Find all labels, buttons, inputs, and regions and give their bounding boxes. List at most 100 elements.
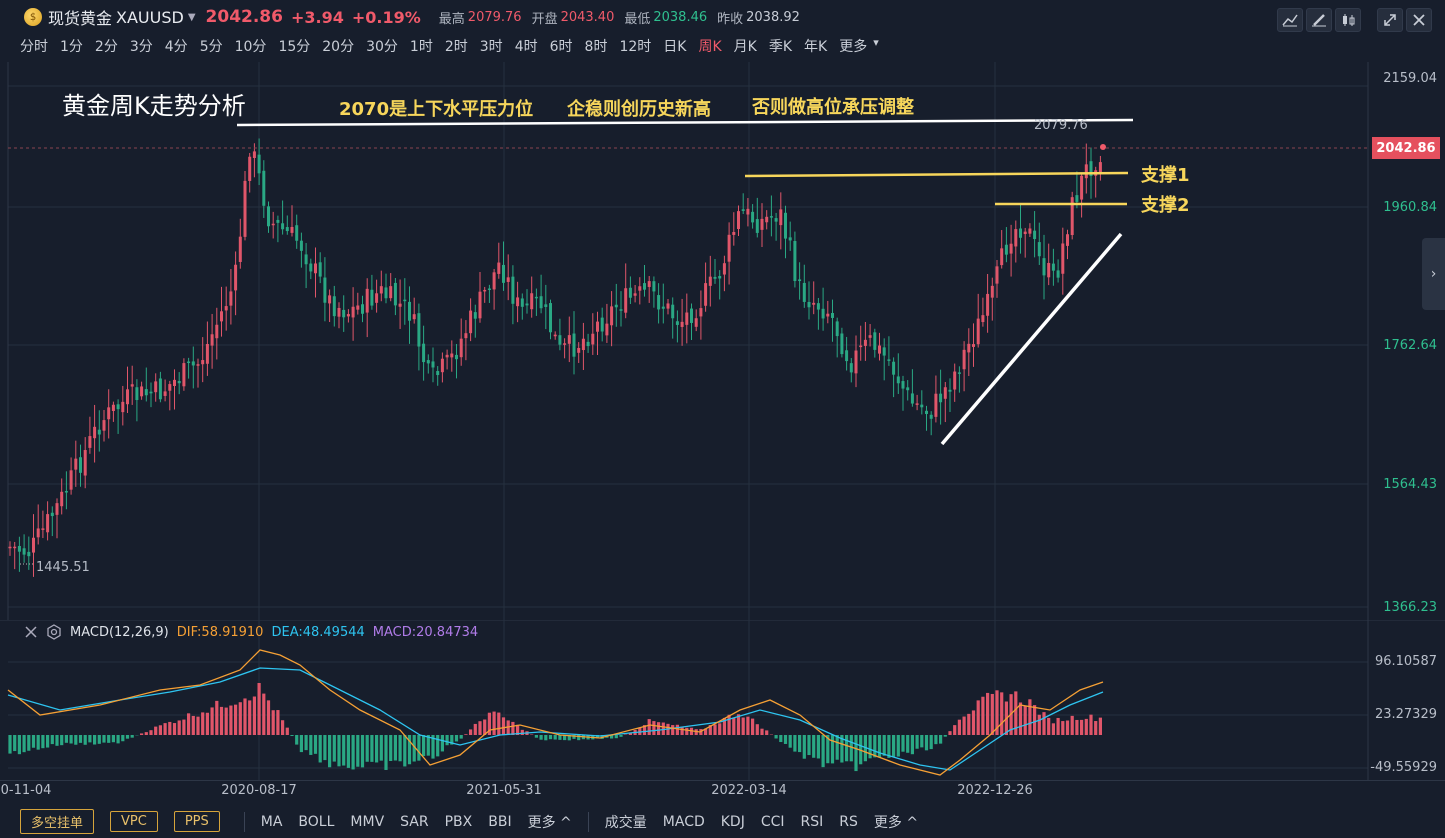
collapse-panel-handle[interactable]: › <box>1422 238 1445 310</box>
macd-bar <box>1061 721 1065 735</box>
indicator-pbx[interactable]: PBX <box>444 813 473 830</box>
settings-icon[interactable] <box>46 624 62 640</box>
annotation-note2: 企稳则创历史新高 <box>567 99 711 120</box>
macd-bar <box>445 735 449 746</box>
macd-bar <box>168 721 172 735</box>
long-short-orders-button[interactable]: 多空挂单 <box>20 809 95 834</box>
macd-bar <box>365 735 369 762</box>
indicator-bbi[interactable]: BBI <box>488 813 512 830</box>
instrument-name[interactable]: 现货黄金 <box>48 9 113 28</box>
macd-bar <box>337 735 341 767</box>
chevron-down-icon[interactable]: ▾ <box>873 36 879 49</box>
tab-period[interactable]: 月K <box>733 39 757 55</box>
candle-body <box>906 387 910 391</box>
macd-bar <box>572 735 576 739</box>
candle-body <box>1023 231 1027 235</box>
tab-period[interactable]: 10分 <box>234 39 267 55</box>
macd-bar <box>407 735 412 765</box>
candle-body <box>967 343 971 353</box>
candle-body <box>93 426 97 439</box>
indicator-ma[interactable]: MA <box>260 813 283 830</box>
macd-bar <box>732 717 736 735</box>
indicator-mmv[interactable]: MMV <box>350 813 385 830</box>
more-sub-indicators[interactable]: 更多 ^ <box>874 812 918 832</box>
pps-button[interactable]: PPS <box>173 811 220 832</box>
tab-period[interactable]: 1时 <box>409 39 433 55</box>
candle-body <box>88 436 92 448</box>
tab-period[interactable]: 2分 <box>94 39 118 55</box>
tab-period[interactable]: 2时 <box>444 39 468 55</box>
low-marker: 1445.51 <box>36 560 90 575</box>
tab-period[interactable]: 4时 <box>514 39 538 55</box>
candle-body <box>577 347 581 353</box>
indicator-macd[interactable]: MACD <box>662 813 705 830</box>
macd-bar <box>534 735 538 738</box>
vpc-button[interactable]: VPC <box>110 811 158 832</box>
macd-bar <box>309 735 313 755</box>
tab-period[interactable]: 4分 <box>164 39 188 55</box>
macd-bar <box>722 717 726 735</box>
indicator-kdj[interactable]: KDJ <box>720 813 745 830</box>
macd-bar <box>981 696 985 735</box>
close-icon[interactable] <box>1406 8 1432 32</box>
macd-bar <box>868 735 872 759</box>
tab-period[interactable]: 1分 <box>60 39 83 55</box>
macd-chart[interactable] <box>0 620 1445 780</box>
tab-period[interactable]: 6时 <box>549 39 573 55</box>
chevron-down-icon[interactable]: ▼ <box>187 11 196 23</box>
macd-bar <box>97 735 101 744</box>
tab-period[interactable]: 季K <box>768 39 793 55</box>
macd-bar <box>196 716 200 735</box>
macd-bar <box>610 735 614 739</box>
tab-period[interactable]: 30分 <box>366 39 398 55</box>
candle-body <box>854 350 858 374</box>
tab-period[interactable]: 8时 <box>584 39 608 55</box>
macd-bar <box>647 719 651 735</box>
macd-bar <box>125 735 130 739</box>
indicator-rs[interactable]: RS <box>839 813 858 830</box>
candle-body <box>309 263 313 272</box>
tab-period[interactable]: 更多 <box>839 39 868 55</box>
expand-icon[interactable] <box>1377 8 1403 32</box>
indicator-volume[interactable]: 成交量 <box>604 814 647 831</box>
candle-body <box>520 298 524 307</box>
candle-body <box>863 339 867 346</box>
tab-period[interactable]: 5分 <box>199 39 223 55</box>
tab-period[interactable]: 周K <box>698 39 722 55</box>
instrument-symbol[interactable]: XAUUSD <box>116 7 184 27</box>
candle-body <box>318 262 322 277</box>
candle-body <box>558 335 562 345</box>
tab-period[interactable]: 3分 <box>129 39 153 55</box>
tab-period[interactable]: 年K <box>804 39 828 55</box>
tab-period[interactable]: 分时 <box>20 39 48 55</box>
macd-bar <box>116 735 120 744</box>
macd-bar <box>1047 717 1051 735</box>
macd-bar <box>450 735 454 745</box>
macd-bar <box>351 735 355 770</box>
candlestick-chart[interactable] <box>0 62 1445 620</box>
tab-period[interactable]: 12时 <box>619 39 652 55</box>
macd-bar <box>1042 712 1046 735</box>
tab-period[interactable]: 15分 <box>278 39 311 55</box>
date-axis-label: 2021-05-31 <box>466 783 542 798</box>
indicator-boll[interactable]: BOLL <box>298 813 335 830</box>
candle-body <box>572 333 576 357</box>
tab-period[interactable]: 日K <box>663 39 687 55</box>
tab-period[interactable]: 20分 <box>322 39 355 55</box>
candle-body <box>332 296 336 317</box>
indicator-rsi[interactable]: RSI <box>800 813 824 830</box>
line-tool-icon[interactable] <box>1277 8 1303 32</box>
candle-style-icon[interactable] <box>1335 8 1361 32</box>
candle-body <box>408 301 411 321</box>
gold-coin-icon: $ <box>24 8 42 26</box>
draw-tool-icon[interactable] <box>1306 8 1332 32</box>
more-main-indicators[interactable]: 更多 ^ <box>528 812 572 832</box>
candle-body <box>445 354 449 358</box>
indicator-sar[interactable]: SAR <box>400 813 429 830</box>
close-icon[interactable] <box>24 625 38 639</box>
candle-body <box>878 345 881 354</box>
tab-period[interactable]: 3时 <box>479 39 503 55</box>
indicator-cci[interactable]: CCI <box>760 813 785 830</box>
candle-body <box>925 410 928 414</box>
macd-bar <box>957 719 961 735</box>
